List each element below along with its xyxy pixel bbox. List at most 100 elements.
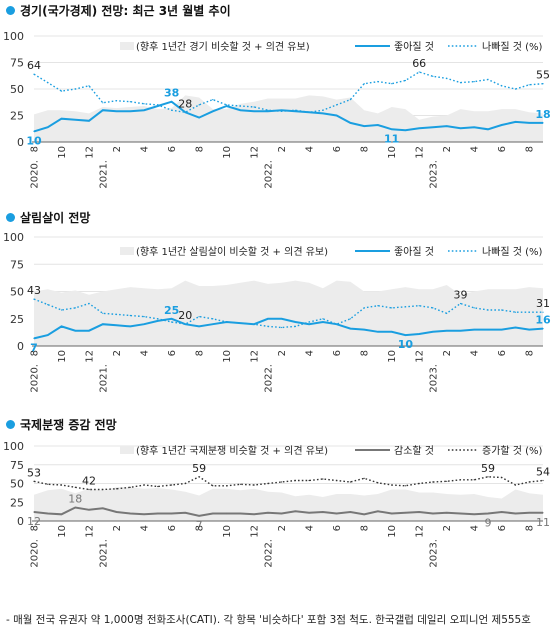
x-year-label: 2023. — [428, 539, 439, 568]
data-point — [363, 513, 365, 515]
data-point — [501, 309, 503, 311]
chart-title-text: 국제분쟁 증감 전망 — [20, 418, 117, 432]
x-tick-label: 8 — [195, 146, 206, 152]
data-label: 59 — [481, 462, 495, 475]
y-tick-label: 25 — [10, 313, 24, 326]
data-point — [281, 110, 283, 112]
y-tick-label: 75 — [10, 57, 24, 70]
data-point — [281, 481, 283, 483]
similar-band-area — [34, 95, 543, 142]
data-point — [446, 330, 448, 332]
legend-swatch-band — [120, 247, 134, 255]
x-year-label: 2020. — [30, 539, 41, 568]
x-tick-label: 12 — [85, 350, 96, 363]
data-point — [391, 307, 393, 309]
data-point — [501, 511, 503, 513]
y-tick-label: 100 — [3, 440, 24, 453]
living-outlook-chart: 0 25 50 75 100 7 25 10 16 43 20 39 31 (향후 1년간 살림살이 비슷… — [3, 231, 551, 393]
x-year-label: 2021. — [98, 160, 109, 189]
x-year-label: 2020. — [30, 160, 41, 189]
data-point — [60, 118, 63, 120]
data-point — [308, 323, 310, 325]
data-point — [88, 330, 90, 332]
data-point — [418, 305, 420, 307]
chart-title-economy: 경기(국가경제) 전망: 최근 3년 월별 추이 — [6, 2, 231, 19]
data-point — [171, 321, 173, 323]
data-point — [226, 105, 228, 107]
data-point — [198, 476, 200, 478]
data-point — [47, 334, 49, 336]
data-point — [267, 109, 269, 111]
data-point — [459, 302, 462, 305]
data-point — [473, 307, 475, 309]
data-point — [33, 130, 35, 132]
x-tick-label: 4 — [470, 146, 481, 152]
data-point — [74, 486, 76, 488]
data-point — [47, 304, 49, 306]
data-point — [446, 77, 448, 79]
data-point — [322, 109, 324, 111]
data-point — [171, 318, 173, 320]
data-label: 25 — [164, 304, 179, 317]
data-point — [391, 128, 393, 130]
data-point — [184, 111, 186, 113]
data-point — [157, 320, 159, 322]
data-point — [47, 512, 49, 515]
data-point — [129, 512, 131, 515]
data-point — [253, 513, 255, 515]
data-point — [212, 323, 214, 325]
data-point — [377, 124, 379, 126]
data-point — [212, 485, 214, 487]
data-point — [542, 311, 544, 313]
y-tick-label: 75 — [10, 258, 24, 271]
data-point — [226, 321, 228, 323]
x-tick-label: 2 — [442, 350, 453, 356]
data-point — [102, 323, 104, 325]
data-point — [74, 307, 76, 309]
data-point — [267, 110, 269, 112]
y-tick-label: 0 — [17, 340, 24, 353]
x-tick-label: 8 — [360, 350, 371, 356]
data-label: 59 — [192, 462, 206, 475]
data-point — [294, 510, 296, 512]
data-point — [322, 112, 324, 114]
data-point — [501, 124, 503, 126]
data-point — [363, 329, 365, 331]
data-point — [47, 126, 49, 128]
data-point — [198, 325, 200, 327]
data-point — [542, 479, 544, 482]
data-point — [404, 334, 406, 336]
data-point — [528, 329, 530, 331]
data-point — [404, 79, 406, 82]
data-point — [418, 71, 420, 73]
data-point — [198, 104, 200, 106]
data-point — [253, 484, 255, 486]
data-label: 28 — [178, 97, 192, 110]
data-point — [446, 512, 448, 514]
data-label: 12 — [27, 515, 41, 528]
data-point — [212, 318, 214, 320]
data-point — [377, 482, 379, 484]
data-point — [391, 83, 393, 85]
data-point — [129, 486, 131, 488]
data-label: 10 — [26, 134, 42, 147]
data-point — [528, 122, 530, 124]
data-point — [88, 85, 90, 87]
data-point — [267, 512, 269, 514]
data-point — [487, 128, 489, 130]
data-point — [212, 512, 214, 515]
x-tick-label: 8 — [30, 525, 41, 531]
bullet-icon — [6, 6, 15, 15]
x-tick-label: 4 — [305, 350, 316, 356]
data-point — [143, 103, 145, 105]
data-point — [459, 330, 462, 332]
x-tick-label: 8 — [525, 525, 536, 531]
legend-label-dotted: 나빠질 것 (%) — [482, 41, 543, 53]
data-point — [74, 506, 76, 509]
chart-title-text: 살림살이 전망 — [20, 211, 91, 225]
data-point — [432, 126, 434, 128]
data-point — [294, 325, 296, 327]
legend-label-band: (향후 1년간 살림살이 비슷할 것 + 의견 유보) — [136, 246, 328, 258]
data-point — [60, 325, 63, 327]
data-point — [60, 90, 63, 92]
